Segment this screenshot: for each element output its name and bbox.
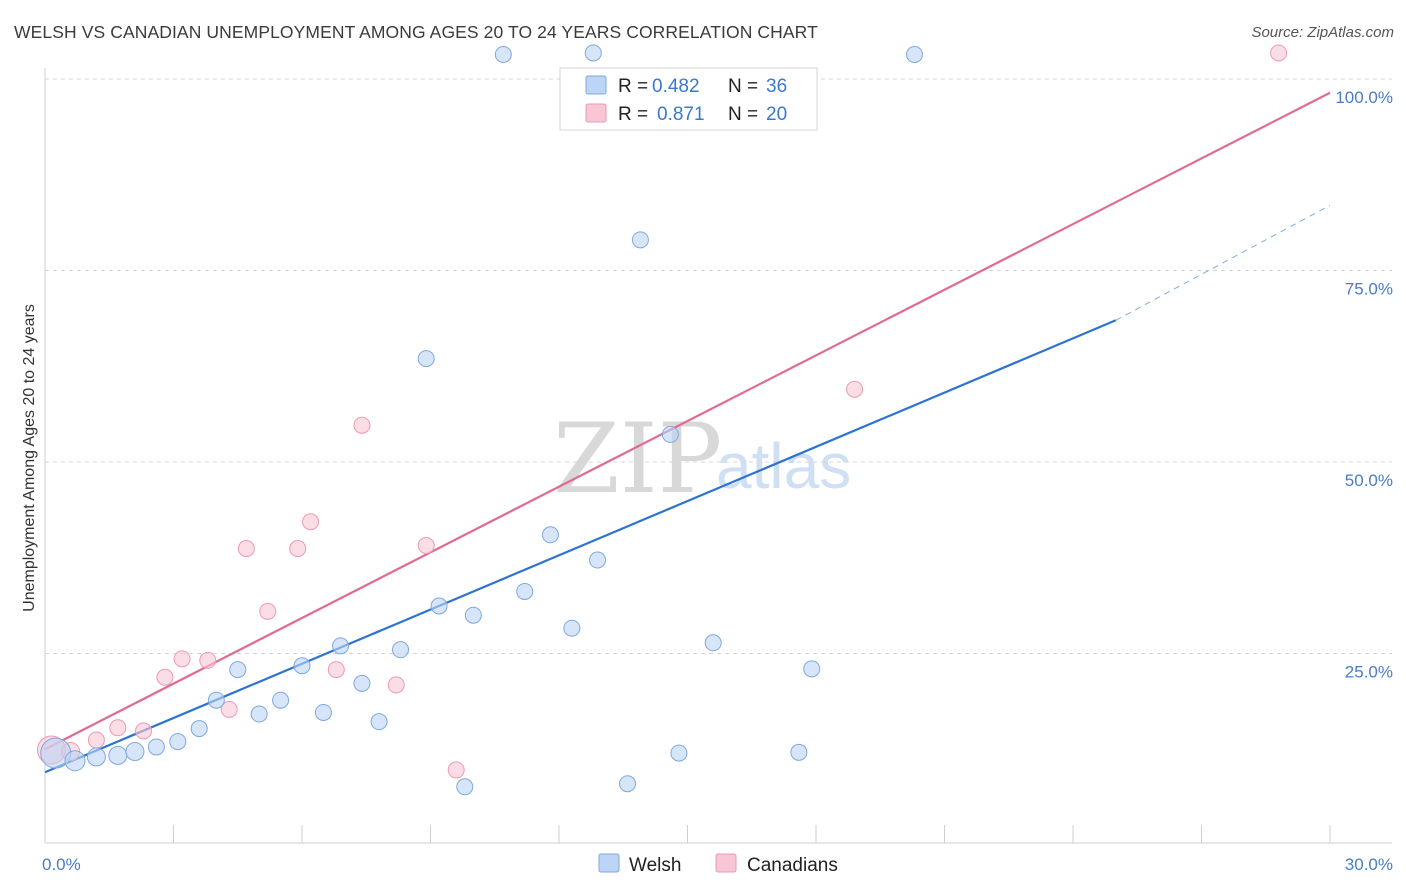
canadians-point: [353, 416, 371, 434]
y-tick-label: 100.0%: [1335, 88, 1393, 107]
welsh-trend-extension: [1115, 204, 1331, 321]
stats-legend: R = 0.482 N = 36 R = 0.871 N = 20: [559, 67, 818, 131]
canadians-point: [237, 540, 255, 558]
x-tick-labels: 0.0% 30.0%: [42, 855, 1393, 874]
welsh-point: [563, 619, 581, 637]
canadians-point: [173, 650, 191, 668]
canadians-point: [220, 700, 238, 718]
welsh-point: [392, 641, 410, 659]
welsh-point: [516, 582, 534, 600]
welsh-point: [190, 720, 208, 738]
welsh-point: [147, 738, 165, 756]
y-tick-label: 75.0%: [1345, 280, 1393, 299]
welsh-point: [541, 526, 559, 544]
canadians-point: [289, 540, 307, 558]
watermark: ZIP atlas: [553, 403, 851, 515]
welsh-point: [803, 660, 821, 678]
y-axis-title: Unemployment Among Ages 20 to 24 years: [21, 304, 38, 612]
x-tick-label-max: 30.0%: [1345, 855, 1393, 874]
welsh-point: [661, 425, 679, 443]
welsh-point: [370, 713, 388, 731]
canadians-point: [1270, 44, 1288, 62]
welsh-point: [86, 747, 106, 767]
canadians-point: [387, 676, 405, 694]
welsh-point: [353, 674, 371, 692]
canadians-point: [135, 722, 153, 740]
welsh-trend-line: [44, 319, 1117, 774]
canadians-point: [87, 731, 105, 749]
x-tick-label-min: 0.0%: [42, 855, 81, 874]
welsh-point: [456, 778, 474, 796]
source-credit: Source: ZipAtlas.com: [1251, 24, 1394, 41]
canadians-points: [36, 44, 1288, 779]
canadians-series-swatch: [715, 853, 737, 873]
y-tick-label: 25.0%: [1345, 663, 1393, 682]
welsh-point: [229, 661, 247, 679]
welsh-point: [631, 231, 649, 249]
welsh-point: [272, 691, 290, 709]
canadians-point: [259, 602, 277, 620]
canadians-point: [417, 536, 435, 554]
welsh-n-value: 36: [766, 76, 787, 97]
welsh-point: [670, 744, 688, 762]
welsh-point: [108, 745, 128, 765]
canadians-n-value: 20: [766, 104, 787, 125]
chart-title: WELSH VS CANADIAN UNEMPLOYMENT AMONG AGE…: [14, 22, 818, 42]
welsh-point: [314, 703, 332, 721]
welsh-point: [464, 606, 482, 624]
welsh-point: [494, 45, 512, 63]
welsh-point: [906, 45, 924, 63]
welsh-point: [250, 705, 268, 723]
canadians-r-label: R =: [618, 104, 648, 125]
welsh-point: [293, 657, 311, 675]
canadians-point: [447, 761, 465, 779]
welsh-series-label: Welsh: [629, 855, 681, 876]
welsh-point: [125, 742, 145, 762]
welsh-point: [64, 750, 86, 772]
canadians-point: [156, 668, 174, 686]
welsh-point: [332, 637, 350, 655]
y-tick-label: 50.0%: [1345, 471, 1393, 490]
welsh-legend-swatch: [585, 75, 607, 95]
canadians-n-label: N =: [728, 104, 758, 125]
canadians-r-value: 0.871: [657, 104, 705, 125]
welsh-series-swatch: [598, 853, 620, 873]
canadians-point: [109, 719, 127, 737]
welsh-n-label: N =: [728, 76, 758, 97]
canadians-point: [302, 513, 320, 531]
series-legend: Welsh Canadians: [598, 853, 838, 876]
welsh-point: [417, 350, 435, 368]
welsh-point: [207, 691, 225, 709]
canadians-point: [846, 380, 864, 398]
welsh-points: [40, 44, 924, 796]
y-tick-labels: 25.0% 50.0% 75.0% 100.0%: [1335, 88, 1393, 682]
canadians-series-label: Canadians: [747, 855, 838, 876]
welsh-r-value: 0.482: [652, 76, 700, 97]
welsh-point: [169, 733, 187, 751]
axes: [44, 68, 1392, 844]
welsh-point: [584, 44, 602, 62]
welsh-point: [619, 775, 637, 793]
welsh-point: [430, 597, 448, 615]
canadians-trend-line: [44, 91, 1331, 751]
canadians-point: [199, 651, 217, 669]
canadians-point: [327, 661, 345, 679]
canadians-legend-swatch: [585, 103, 607, 123]
watermark-zip: ZIP: [553, 403, 722, 515]
welsh-point: [790, 743, 808, 761]
welsh-point: [589, 551, 607, 569]
welsh-r-label: R =: [618, 76, 648, 97]
welsh-point: [704, 634, 722, 652]
